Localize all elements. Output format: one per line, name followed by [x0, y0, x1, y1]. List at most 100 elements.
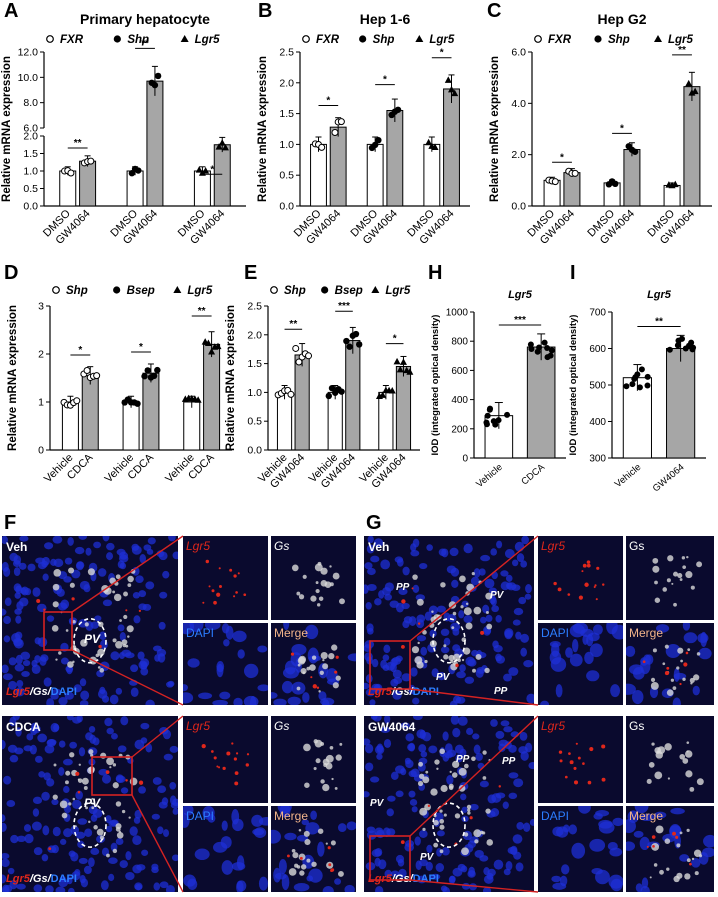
nucleus — [151, 813, 160, 820]
gs-signal — [685, 770, 693, 778]
nucleus — [498, 739, 509, 747]
gs-signal — [471, 571, 475, 576]
gs-signal — [451, 626, 455, 630]
data-point — [388, 387, 396, 394]
gs-signal — [430, 788, 438, 796]
gs-signal — [296, 865, 301, 869]
gs-signal — [112, 763, 117, 767]
bar-gw4064 — [666, 348, 696, 459]
y-axis-label: IOD (integrated optical density) — [568, 315, 579, 456]
data-point — [486, 406, 493, 413]
nucleus — [418, 562, 428, 570]
nucleus — [565, 647, 573, 658]
gs-signal — [667, 555, 674, 562]
data-point — [504, 411, 511, 418]
gs-signal — [68, 567, 75, 574]
y-tick-label: 2 — [38, 349, 44, 361]
stain-legend: Lgr5/Gs/DAPI — [6, 686, 77, 698]
nucleus — [589, 838, 606, 852]
lgr5-signal — [569, 760, 574, 765]
nucleus — [80, 690, 90, 701]
gs-signal — [434, 759, 440, 765]
lgr5-signal — [328, 863, 332, 867]
gs-signal — [297, 663, 301, 667]
vessel-outline — [73, 802, 107, 848]
y-tick-label: 1.5 — [247, 358, 262, 370]
micrograph-f-cdca: CDCA PV Lgr5/Gs/DAPI — [2, 716, 178, 892]
nucleus — [108, 820, 119, 827]
nucleus — [78, 857, 88, 865]
y-tick-label: 0 — [38, 445, 44, 457]
significance-label: * — [620, 123, 624, 134]
gs-signal — [58, 651, 62, 655]
nucleus — [446, 565, 457, 574]
nucleus — [169, 745, 178, 753]
gs-signal — [127, 583, 132, 587]
gs-signal — [68, 802, 72, 806]
nucleus — [412, 697, 420, 705]
stain-slash-1: / — [391, 686, 395, 698]
gs-signal — [682, 677, 686, 682]
gs-signal — [652, 648, 657, 653]
significance-label: *** — [338, 301, 350, 312]
gs-signal — [320, 579, 328, 587]
nucleus — [60, 838, 67, 846]
y-tick-label: 2.0 — [279, 77, 294, 89]
nucleus — [171, 854, 178, 862]
nucleus — [490, 719, 498, 727]
gs-signal — [677, 572, 683, 579]
data-point — [394, 106, 402, 113]
nucleus — [492, 640, 499, 649]
nucleus — [454, 744, 464, 754]
nucleus — [63, 828, 73, 838]
nucleus — [163, 753, 173, 761]
nucleus — [124, 652, 135, 659]
y-tick-label: 600 — [589, 344, 606, 355]
nucleus — [504, 628, 514, 638]
nucleus — [20, 651, 31, 661]
nucleus — [2, 814, 6, 823]
nucleus — [101, 774, 112, 784]
tile-label: Merge — [274, 626, 309, 640]
gs-signal — [646, 778, 652, 785]
nucleus — [221, 820, 228, 831]
nucleus — [392, 690, 402, 700]
nucleus — [428, 745, 438, 754]
bar-shp-control — [61, 401, 79, 451]
gs-signal — [664, 644, 669, 649]
nucleus — [8, 680, 17, 690]
nucleus — [347, 653, 356, 662]
gs-signal — [97, 666, 101, 669]
gs-signal — [485, 808, 491, 814]
gs-signal — [484, 667, 490, 674]
tile-f-gs-cdca: Gs — [271, 716, 356, 803]
nucleus — [38, 771, 46, 778]
data-point — [218, 139, 226, 146]
gs-signal — [693, 674, 700, 681]
lgr5-signal — [222, 766, 226, 771]
gs-signal — [471, 756, 476, 762]
gs-signal — [676, 872, 683, 879]
nucleus — [15, 727, 22, 737]
gs-signal — [300, 864, 307, 870]
nucleus — [480, 554, 491, 562]
nucleus — [390, 771, 399, 780]
nucleus — [15, 585, 23, 594]
gs-signal — [51, 625, 59, 632]
tile-label: Gs — [274, 539, 290, 553]
y-tick-label: 700 — [589, 308, 606, 319]
nucleus — [41, 791, 50, 801]
nucleus — [4, 597, 12, 607]
gs-signal — [304, 838, 311, 846]
lgr5-signal — [218, 766, 221, 769]
stain-slash-1: / — [29, 873, 33, 885]
nucleus — [129, 826, 138, 837]
legend-label-lgr5: Lgr5 — [385, 285, 411, 297]
nucleus — [153, 882, 161, 891]
gs-signal — [433, 842, 439, 848]
gs-signal — [478, 580, 482, 584]
data-point — [318, 143, 326, 151]
y-tick-label: 0 — [462, 454, 468, 465]
nucleus — [409, 667, 418, 677]
gs-signal — [677, 647, 684, 654]
